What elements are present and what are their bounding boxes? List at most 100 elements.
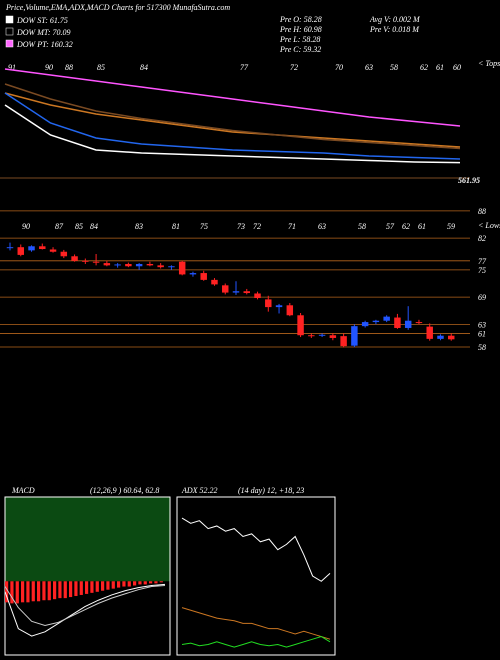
top-label: 72 (290, 63, 298, 72)
histogram-bar (69, 581, 73, 598)
candle-body (329, 335, 337, 338)
candle-body (49, 249, 57, 252)
candle-body (404, 320, 412, 328)
histogram-bar (15, 581, 19, 604)
histogram-bar (26, 581, 30, 603)
top-label: 63 (365, 63, 373, 72)
candle-body (426, 326, 433, 339)
top-label: 81 (172, 222, 180, 231)
ema-line (4, 68, 461, 127)
histogram-bar (111, 581, 115, 589)
histogram-bar (37, 581, 41, 602)
candle-body (28, 246, 35, 251)
candle-body (125, 263, 132, 267)
candle-body (146, 263, 154, 266)
histogram-bar (95, 581, 99, 592)
candle-body (178, 261, 186, 275)
stat: Pre C: 59.32 (279, 45, 321, 54)
top-label: 88 (65, 63, 73, 72)
candle-body (437, 335, 444, 339)
y-tick-label: 63 (478, 320, 486, 329)
histogram-bar (154, 581, 158, 584)
candle-body (286, 305, 294, 316)
candle-body (6, 247, 14, 249)
candle-body (340, 336, 347, 347)
top-label: 63 (318, 222, 326, 231)
candle-body (168, 266, 175, 268)
candle-body (39, 246, 46, 250)
stat: Pre V: 0.018 M (369, 25, 420, 34)
adx-line (181, 607, 331, 640)
legend-swatch (5, 15, 14, 24)
ema-line (4, 92, 461, 160)
ema-line (4, 83, 461, 150)
candle-body (157, 265, 164, 268)
candle-body (60, 251, 68, 257)
chart-title: Price,Volume,EMA,ADX,MACD Charts for 517… (5, 3, 230, 12)
histogram-bar (53, 581, 57, 600)
top-label: 83 (135, 222, 143, 231)
histogram-bar (133, 581, 137, 586)
histogram-bar (10, 581, 14, 604)
candle-body (318, 334, 326, 336)
histogram-bar (31, 581, 35, 602)
candle-body (114, 264, 121, 266)
top-label: 62 (420, 63, 428, 72)
corner-label: < Tops (478, 59, 500, 68)
macd-line (4, 584, 166, 627)
histogram-bar (74, 581, 78, 597)
y-tick-label: 61 (478, 329, 486, 338)
histogram-bar (122, 581, 126, 587)
top-label: 77 (240, 63, 249, 72)
histogram-bar (106, 581, 110, 590)
price-label: 561.95 (458, 176, 480, 185)
panel-frame (176, 496, 336, 656)
panel-params: (12,26,9 ) 60.64, 62.8 (90, 486, 159, 495)
ema-line (4, 104, 461, 164)
candle-body (275, 305, 283, 308)
top-label: 62 (402, 222, 410, 231)
histogram-bar (47, 581, 51, 601)
candle-body (211, 279, 218, 285)
ema-line (4, 92, 461, 148)
histogram-bar (58, 581, 62, 599)
top-label: 58 (358, 222, 366, 231)
legend-swatch (5, 39, 14, 48)
candle-body (243, 291, 250, 294)
legend-swatch (5, 27, 14, 36)
candle-body (308, 335, 315, 337)
panel-params: (14 day) 12, +18, 23 (238, 486, 304, 495)
histogram-bar (90, 581, 94, 593)
histogram-bar (79, 581, 83, 595)
histogram-bar (117, 581, 121, 588)
candle-body (254, 293, 261, 299)
candle-body (103, 263, 111, 266)
candle-body (92, 261, 100, 263)
top-label: 91 (8, 63, 16, 72)
top-label: 61 (436, 63, 444, 72)
top-label: 85 (75, 222, 83, 231)
panel-title: MACD (11, 486, 35, 495)
histogram-bar (42, 581, 46, 601)
y-tick-label: 69 (478, 293, 486, 302)
top-label: 58 (390, 63, 398, 72)
top-label: 85 (97, 63, 105, 72)
adx-line (181, 517, 331, 582)
top-label: 87 (55, 222, 64, 231)
histogram-bar (149, 581, 153, 584)
candle-body (383, 316, 390, 321)
y-tick-label: 77 (478, 257, 487, 266)
top-label: 84 (90, 222, 98, 231)
candle-body (17, 247, 24, 255)
candle-body (265, 299, 272, 308)
candle-body (200, 273, 207, 280)
stat: Pre O: 58.28 (279, 15, 322, 24)
stat: Pre L: 58.28 (279, 35, 320, 44)
legend-label: DOW ST: 61.75 (16, 16, 68, 25)
panel-title: ADX 52.22 (181, 486, 218, 495)
candle-body (82, 260, 89, 262)
panel-top (5, 497, 170, 582)
histogram-bar (127, 581, 131, 587)
histogram-bar (21, 581, 25, 603)
